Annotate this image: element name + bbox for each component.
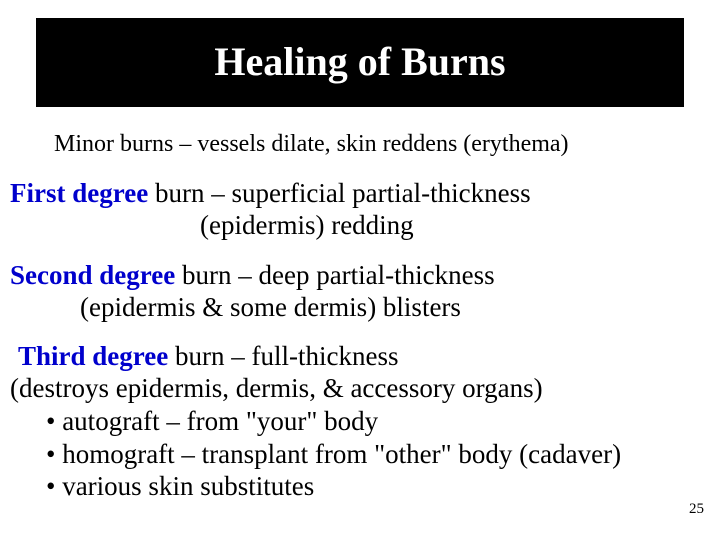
third-degree-label: Third degree bbox=[18, 341, 168, 371]
second-degree-label: Second degree bbox=[10, 260, 175, 290]
bullet-substitutes: • various skin substitutes bbox=[46, 470, 710, 502]
second-degree-line2: (epidermis & some dermis) blisters bbox=[80, 292, 461, 324]
bullet-autograft: • autograft – from "your" body bbox=[46, 405, 710, 437]
first-degree-block: First degree burn – superficial partial-… bbox=[10, 178, 710, 242]
third-degree-bullets: • autograft – from "your" body • homogra… bbox=[46, 405, 710, 502]
slide-title: Healing of Burns bbox=[214, 39, 505, 84]
slide-content: Minor burns – vessels dilate, skin redde… bbox=[0, 107, 720, 502]
bullet-homograft: • homograft – transplant from "other" bo… bbox=[46, 438, 710, 470]
first-degree-line2: (epidermis) redding bbox=[200, 210, 414, 242]
third-degree-line2: (destroys epidermis, dermis, & accessory… bbox=[10, 373, 710, 405]
page-number: 25 bbox=[689, 501, 704, 518]
third-degree-rest: burn – full-thickness bbox=[168, 341, 398, 371]
title-banner: Healing of Burns bbox=[36, 18, 684, 107]
third-degree-block: Third degree burn – full-thickness (dest… bbox=[10, 341, 710, 502]
first-degree-label: First degree bbox=[10, 178, 148, 208]
slide: Healing of Burns Minor burns – vessels d… bbox=[0, 18, 720, 540]
second-degree-rest: burn – deep partial-thickness bbox=[175, 260, 494, 290]
minor-burns-line: Minor burns – vessels dilate, skin redde… bbox=[54, 131, 710, 158]
second-degree-block: Second degree burn – deep partial-thickn… bbox=[10, 260, 710, 324]
first-degree-rest: burn – superficial partial-thickness bbox=[148, 178, 530, 208]
